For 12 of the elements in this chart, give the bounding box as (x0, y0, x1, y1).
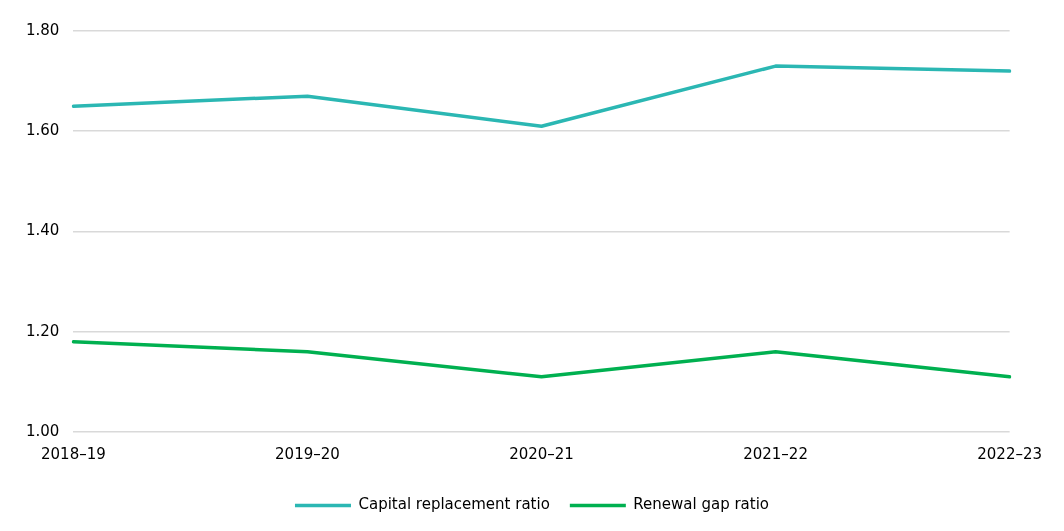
x-tick-label: 2018–19 (41, 444, 106, 463)
x-tick-label: 2019–20 (275, 444, 340, 463)
x-tick-label: 2021–22 (743, 444, 808, 463)
legend-label: Capital replacement ratio (358, 495, 550, 514)
legend-label: Renewal gap ratio (633, 495, 770, 514)
y-tick-label: 1.00 (25, 421, 60, 440)
x-tick-label: 2022–23 (977, 444, 1042, 463)
x-tick-label: 2020–21 (509, 444, 574, 463)
y-tick-label: 1.60 (25, 121, 60, 140)
y-tick-label: 1.40 (25, 221, 60, 240)
y-tick-label: 1.20 (25, 321, 60, 340)
y-tick-label: 1.80 (25, 20, 60, 39)
